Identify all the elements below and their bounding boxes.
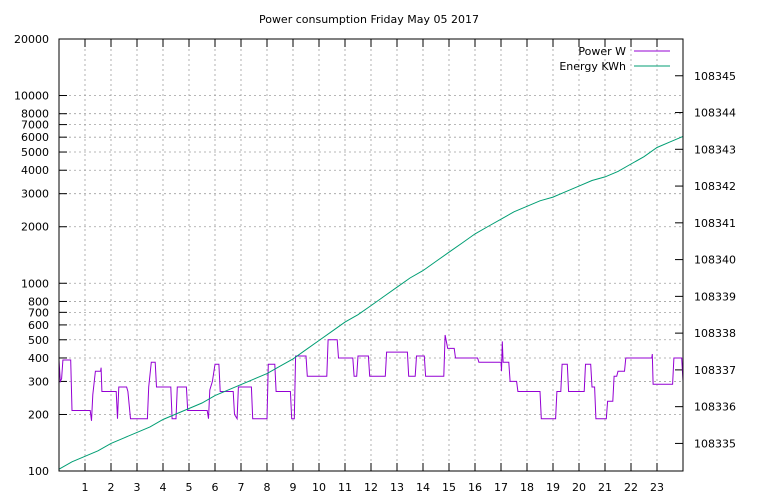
y-tick-label: 20000 xyxy=(14,33,49,46)
x-tick-label: 18 xyxy=(520,481,534,494)
plot-frame xyxy=(58,38,684,472)
y-tick-label: 5000 xyxy=(21,146,49,159)
x-tick-label: 11 xyxy=(338,481,352,494)
y2-tick-label: 108339 xyxy=(694,290,736,303)
series-line-1 xyxy=(58,135,684,470)
series-line-0 xyxy=(58,334,684,421)
grid xyxy=(59,39,683,471)
legend-label-1: Energy KWh xyxy=(559,60,626,73)
y2-tick-label: 108341 xyxy=(694,217,736,230)
y-tick-label: 2000 xyxy=(21,221,49,234)
x-tick-label: 22 xyxy=(624,481,638,494)
y-tick-label: 200 xyxy=(28,408,49,421)
y2-tick-label: 108340 xyxy=(694,254,736,267)
y2-tick-label: 108342 xyxy=(694,180,736,193)
x-tick-label: 2 xyxy=(108,481,115,494)
y-tick-label: 300 xyxy=(28,375,49,388)
x-tick-label: 12 xyxy=(364,481,378,494)
x-tick-label: 19 xyxy=(546,481,560,494)
y-tick-label: 800 xyxy=(28,295,49,308)
x-tick-label: 17 xyxy=(494,481,508,494)
y-tick-label: 10000 xyxy=(14,90,49,103)
x-tick-label: 5 xyxy=(186,481,193,494)
y2-axis-ticks: 108335 108336 108337 108338 108339 108340 1083… xyxy=(675,70,736,450)
x-tick-label: 8 xyxy=(264,481,271,494)
legend: Power W Energy KWh xyxy=(559,45,670,73)
x-tick-label: 20 xyxy=(572,481,586,494)
y-tick-label: 500 xyxy=(28,334,49,347)
x-tick-label: 15 xyxy=(442,481,456,494)
y-tick-label: 3000 xyxy=(21,188,49,201)
x-tick-label: 3 xyxy=(134,481,141,494)
legend-label-0: Power W xyxy=(578,45,626,58)
x-tick-label: 13 xyxy=(390,481,404,494)
x-tick-label: 9 xyxy=(290,481,297,494)
x-tick-label: 14 xyxy=(416,481,430,494)
y2-tick-label: 108338 xyxy=(694,327,736,340)
x-tick-label: 6 xyxy=(212,481,219,494)
y-tick-label: 600 xyxy=(28,319,49,332)
x-tick-label: 16 xyxy=(468,481,482,494)
x-tick-label: 23 xyxy=(650,481,664,494)
y-tick-label: 8000 xyxy=(21,108,49,121)
y2-tick-label: 108344 xyxy=(694,107,736,120)
y-tick-label: 6000 xyxy=(21,131,49,144)
x-tick-label: 10 xyxy=(312,481,326,494)
y2-tick-label: 108345 xyxy=(694,70,736,83)
series xyxy=(58,135,684,470)
x-axis-ticks: 1 2 3 4 5 6 7 8 9 10 11 12 13 14 15 16 17 18 19 20 21 22 23 xyxy=(82,39,664,494)
y-tick-label: 7000 xyxy=(21,119,49,132)
x-tick-label: 7 xyxy=(238,481,245,494)
y-tick-label: 1000 xyxy=(21,277,49,290)
x-tick-label: 21 xyxy=(598,481,612,494)
y-tick-label: 100 xyxy=(28,465,49,478)
y2-tick-label: 108343 xyxy=(694,143,736,156)
x-tick-label: 4 xyxy=(160,481,167,494)
x-tick-label: 1 xyxy=(82,481,89,494)
y-tick-label: 700 xyxy=(28,306,49,319)
y-tick-label: 400 xyxy=(28,352,49,365)
y-tick-label: 4000 xyxy=(21,164,49,177)
y2-tick-label: 108336 xyxy=(694,401,736,414)
y2-tick-label: 108337 xyxy=(694,364,736,377)
chart-title: Power consumption Friday May 05 2017 xyxy=(259,13,479,26)
y2-tick-label: 108335 xyxy=(694,437,736,450)
